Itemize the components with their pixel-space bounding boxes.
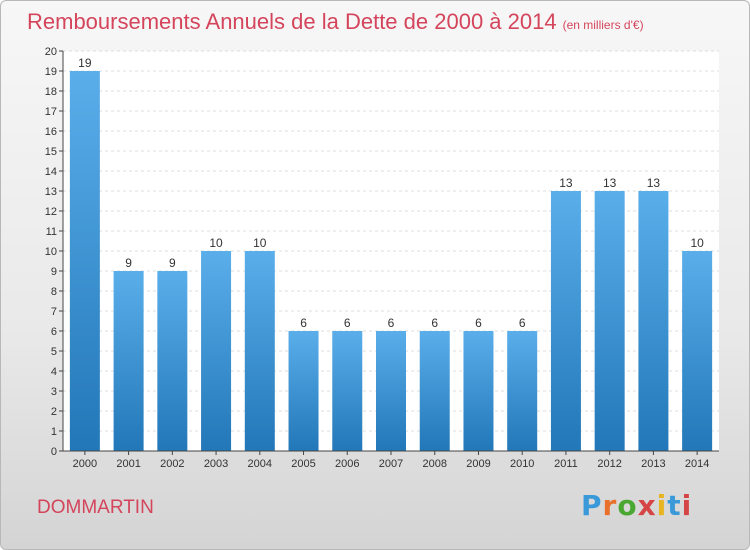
- bar: [594, 191, 625, 451]
- logo-letter: i: [656, 489, 668, 522]
- bar-value-label: 10: [209, 236, 223, 250]
- x-tick-label: 2009: [466, 458, 490, 470]
- y-tick-label: 1: [51, 426, 57, 438]
- bar: [244, 251, 275, 451]
- y-tick-label: 3: [51, 386, 57, 398]
- bar-value-label: 9: [125, 256, 132, 270]
- y-tick-label: 2: [51, 406, 57, 418]
- bar-value-label: 9: [169, 256, 176, 270]
- bar-value-label: 6: [388, 316, 395, 330]
- x-tick-label: 2004: [248, 458, 272, 470]
- y-tick-label: 9: [51, 266, 57, 278]
- y-tick-label: 6: [51, 326, 57, 338]
- bar-value-label: 6: [344, 316, 351, 330]
- x-tick-label: 2013: [641, 458, 665, 470]
- x-tick-label: 2010: [510, 458, 534, 470]
- logo-letter: P: [581, 489, 603, 522]
- bar: [550, 191, 581, 451]
- bar: [332, 331, 363, 451]
- x-tick-label: 2007: [379, 458, 403, 470]
- y-tick-label: 5: [51, 346, 57, 358]
- logo-letter: i: [681, 489, 693, 522]
- proxiti-logo: Proxiti: [581, 489, 692, 522]
- x-tick-label: 2014: [685, 458, 709, 470]
- bar: [157, 271, 188, 451]
- x-tick-label: 2008: [422, 458, 446, 470]
- y-tick-label: 17: [45, 106, 57, 118]
- logo-letter: o: [617, 489, 638, 522]
- bar: [201, 251, 232, 451]
- bar: [376, 331, 406, 451]
- y-tick-label: 13: [45, 186, 57, 198]
- y-tick-label: 18: [45, 86, 57, 98]
- x-tick-label: 2000: [73, 458, 97, 470]
- bar-value-label: 13: [559, 176, 573, 190]
- city-name: DOMMARTIN: [37, 497, 154, 518]
- bar-value-label: 13: [647, 176, 661, 190]
- bar: [638, 191, 669, 451]
- y-tick-label: 0: [51, 446, 57, 458]
- bar-value-label: 6: [519, 316, 526, 330]
- logo-letter: x: [637, 489, 657, 522]
- y-tick-label: 11: [46, 226, 57, 238]
- chart-title-text: Remboursements Annuels de la Dette de 20…: [27, 9, 557, 34]
- bar: [419, 331, 450, 451]
- bar: [113, 271, 144, 451]
- x-tick-label: 2012: [597, 458, 621, 470]
- y-tick-label: 8: [51, 286, 57, 298]
- y-tick-label: 7: [51, 306, 57, 318]
- x-tick-label: 2005: [291, 458, 315, 470]
- y-tick-label: 15: [45, 146, 57, 158]
- x-tick-label: 2002: [160, 458, 184, 470]
- x-axis-ticks: 2000 2001 2002 2003 2004 2005 2006 2007 2008 2009…: [73, 451, 709, 470]
- bar: [682, 251, 713, 451]
- y-tick-label: 20: [45, 46, 57, 58]
- y-tick-label: 14: [45, 166, 57, 178]
- bar: [288, 331, 319, 451]
- chart-title: Remboursements Annuels de la Dette de 20…: [27, 9, 644, 35]
- x-tick-label: 2011: [554, 458, 578, 470]
- bar: [463, 331, 494, 451]
- bar-value-label: 19: [78, 56, 92, 70]
- bar-value-label: 6: [300, 316, 307, 330]
- bar-value-label: 6: [475, 316, 482, 330]
- bar: [69, 71, 100, 451]
- x-tick-label: 2003: [204, 458, 228, 470]
- chart-unit: (en milliers d'€): [562, 18, 644, 32]
- y-tick-label: 16: [45, 126, 57, 138]
- bar-value-label: 6: [431, 316, 438, 330]
- y-tick-label: 10: [45, 246, 57, 258]
- y-tick-label: 4: [51, 366, 57, 378]
- x-tick-label: 2006: [335, 458, 359, 470]
- bar-value-label: 13: [603, 176, 617, 190]
- logo-letter: r: [602, 489, 618, 522]
- bars-group: 19 9 9 10 10 6 6 6 6 6 6 13 13 13 10: [69, 56, 713, 451]
- y-tick-label: 19: [45, 66, 57, 78]
- bar: [507, 331, 538, 451]
- bar-value-label: 10: [690, 236, 704, 250]
- logo-letter: t: [667, 489, 682, 522]
- bar-value-label: 10: [253, 236, 267, 250]
- y-tick-label: 12: [45, 206, 57, 218]
- x-tick-label: 2001: [116, 458, 140, 470]
